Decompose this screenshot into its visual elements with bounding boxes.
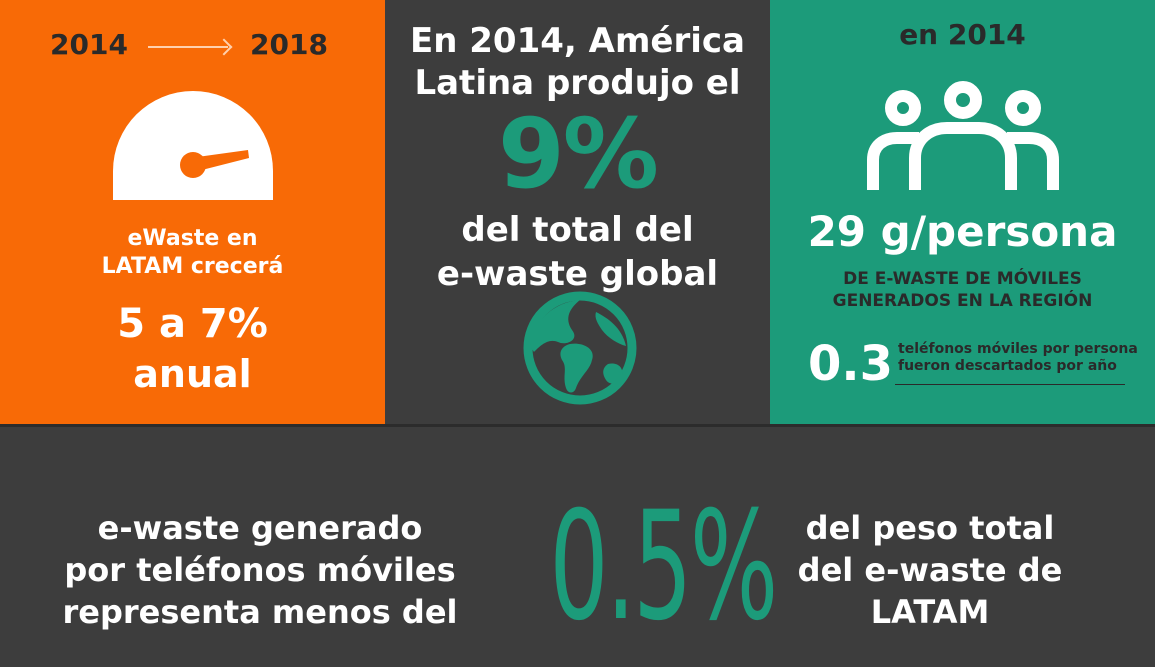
share-subtext-line2: e-waste global: [436, 254, 719, 294]
year-from: 2014: [50, 28, 128, 61]
share-value: 9%: [498, 98, 659, 210]
share-heading: En 2014, América Latina produjo el: [385, 20, 770, 104]
bottom-right-line2: del e-waste de: [797, 551, 1063, 589]
share-panel: En 2014, América Latina produjo el 9% de…: [385, 0, 770, 424]
per-person-value: 29 g/persona: [807, 207, 1118, 256]
speedometer-icon: [113, 91, 273, 200]
phones-value: 0.3: [808, 336, 894, 392]
bottom-left-line3: representa menos del: [62, 593, 458, 631]
bottom-panel: e-waste generado por teléfonos móviles r…: [0, 424, 1155, 654]
per-person-caption-line2: GENERADOS EN LA REGIÓN: [832, 291, 1093, 311]
per-person-caption: DE E-WASTE DE MÓVILES GENERADOS EN LA RE…: [770, 268, 1155, 312]
growth-label-line1: eWaste en: [127, 226, 258, 251]
growth-label-line2: LATAM crecerá: [101, 254, 284, 279]
arrow-right-icon: [148, 46, 228, 48]
bottom-left-line2: por teléfonos móviles: [64, 551, 456, 589]
phones-note-line2: fueron descartados por año: [898, 358, 1117, 374]
bottom-right-line3: LATAM: [870, 593, 990, 631]
bottom-left-text: e-waste generado por teléfonos móviles r…: [40, 507, 480, 633]
share-subtext: del total del e-waste global: [385, 208, 770, 296]
bottom-big-value: 0.5%: [549, 480, 778, 654]
phones-note-line1: teléfonos móviles por persona: [898, 341, 1138, 357]
growth-panel: 2014 2018 eWaste en LATAM crecerá 5 a 7%…: [0, 0, 385, 424]
share-subtext-line1: del total del: [461, 210, 694, 250]
divider: [895, 384, 1125, 385]
per-person-year: en 2014: [899, 18, 1026, 51]
globe-icon: [523, 291, 637, 405]
growth-percent: 5 a 7%: [117, 301, 268, 347]
share-heading-line2: Latina produjo el: [414, 63, 741, 103]
phones-note: teléfonos móviles por persona fueron des…: [898, 341, 1138, 375]
growth-label: eWaste en LATAM crecerá: [0, 225, 385, 281]
per-person-panel: en 2014 29 g/persona DE E-WASTE DE MÓVIL…: [770, 0, 1155, 424]
share-heading-line1: En 2014, América: [410, 21, 745, 61]
bottom-left-line1: e-waste generado: [97, 509, 423, 547]
people-group-icon: [867, 81, 1059, 190]
year-range: 2014 2018: [50, 28, 335, 68]
year-to: 2018: [250, 28, 328, 61]
bottom-right-text: del peso total del e-waste de LATAM: [790, 507, 1070, 633]
bottom-right-line1: del peso total: [805, 509, 1055, 547]
growth-period: anual: [133, 352, 252, 396]
per-person-caption-line1: DE E-WASTE DE MÓVILES: [843, 269, 1082, 289]
